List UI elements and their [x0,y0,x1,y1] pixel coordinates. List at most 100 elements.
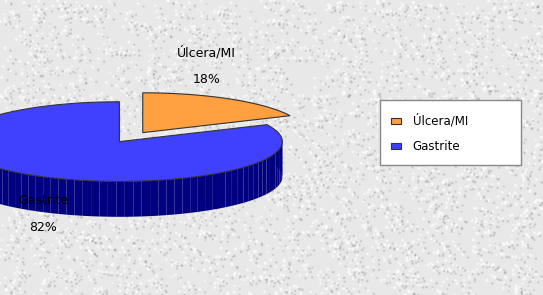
Point [522,167,531,172]
Point [270,200,279,205]
Point [289,1,298,6]
Point [414,178,423,183]
Point [19,188,28,192]
Point [396,0,405,5]
Point [527,59,536,64]
Point [86,50,94,55]
Point [56,83,65,87]
Point [367,229,375,234]
Point [148,228,157,232]
Point [31,98,40,103]
Point [92,79,100,84]
Point [121,129,129,133]
Point [432,124,440,129]
Point [132,276,141,281]
Point [133,238,142,242]
Point [355,114,363,118]
Point [8,237,17,242]
Point [202,231,211,236]
Point [212,196,220,201]
Point [462,49,470,54]
Point [350,273,358,278]
Point [22,176,30,181]
Point [272,1,280,5]
Point [279,39,287,44]
Point [320,158,329,163]
Point [183,134,192,138]
Point [377,194,386,199]
Point [85,174,94,178]
Point [190,162,199,167]
Point [211,214,220,219]
Point [356,212,365,216]
Point [78,257,87,262]
Point [271,172,280,176]
Point [338,141,347,146]
Point [78,235,87,240]
Point [68,35,77,39]
Point [74,104,83,109]
Point [508,234,516,238]
Point [104,116,113,121]
Point [519,252,527,257]
Point [382,24,391,29]
Point [337,247,346,252]
Point [186,47,194,52]
Point [379,103,388,108]
Point [525,182,533,186]
Point [353,25,362,30]
Point [97,182,105,187]
Point [219,122,228,126]
Point [247,292,256,295]
Point [248,46,256,50]
Point [490,125,498,130]
Point [12,265,21,270]
Point [123,49,131,53]
Point [246,16,255,21]
Point [243,268,252,272]
Point [485,228,494,232]
Point [325,2,334,7]
Point [186,288,195,293]
Point [493,133,501,138]
Point [350,63,358,67]
Point [389,10,398,15]
Point [384,65,393,70]
Point [143,188,151,193]
Point [195,27,204,31]
Point [256,30,265,35]
Point [94,101,103,106]
Point [298,253,306,258]
Point [361,226,370,231]
Point [230,273,239,277]
Point [53,121,61,126]
Point [458,25,467,30]
Point [422,55,431,60]
Point [430,61,438,66]
Point [370,30,379,34]
Point [33,196,42,201]
Point [317,238,326,243]
Point [514,122,523,127]
Point [298,105,307,110]
Point [450,52,459,56]
Point [506,8,514,13]
Point [318,225,327,230]
Point [385,208,394,213]
Point [384,273,393,278]
Point [309,122,318,127]
Point [305,167,314,172]
Point [313,230,321,235]
Point [3,78,11,83]
Point [64,98,73,102]
Point [26,191,34,196]
Point [260,88,268,92]
Point [439,35,448,39]
Point [370,91,379,96]
Point [465,291,473,295]
Point [396,272,405,276]
Point [291,293,299,295]
Point [407,39,415,43]
Point [419,248,428,253]
Point [187,80,196,85]
